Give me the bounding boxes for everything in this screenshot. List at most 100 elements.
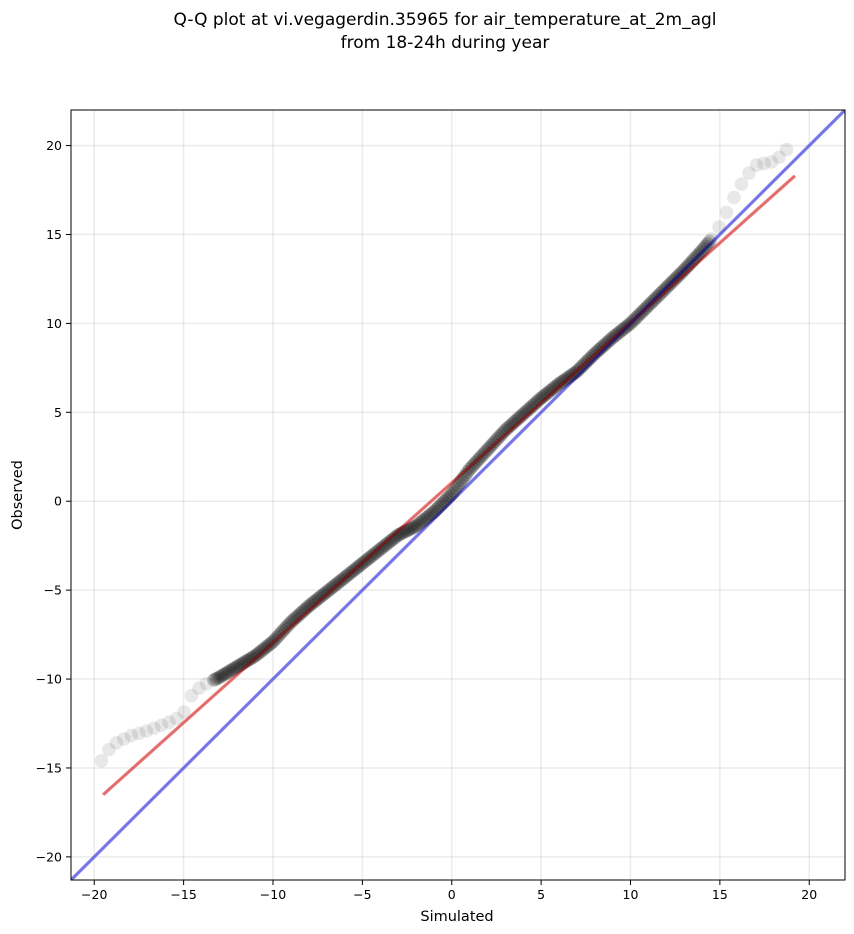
data-point: [779, 142, 794, 157]
data-point: [582, 351, 597, 366]
data-point: [451, 478, 465, 493]
data-point: [427, 504, 442, 519]
data-point: [299, 601, 314, 616]
data-point: [547, 380, 561, 395]
data-point: [199, 676, 214, 691]
data-point: [293, 606, 308, 621]
data-point: [228, 660, 243, 675]
y-tick-label: 15: [46, 227, 62, 242]
data-point: [431, 500, 445, 515]
data-point: [162, 715, 176, 730]
data-point: [283, 615, 298, 630]
data-point: [565, 368, 579, 382]
data-point: [348, 562, 363, 576]
data-point: [423, 507, 438, 522]
data-point: [675, 265, 689, 279]
data-point: [537, 388, 552, 403]
data-point: [679, 261, 693, 275]
data-point: [685, 254, 699, 269]
data-point: [124, 728, 139, 743]
data-point: [240, 653, 255, 668]
reference-lines-overlay: [71, 110, 845, 880]
data-point: [643, 296, 658, 311]
data-point: [464, 460, 479, 474]
data-point: [447, 484, 461, 498]
data-point: [521, 402, 536, 417]
data-point: [633, 306, 648, 321]
data-point: [510, 413, 524, 427]
data-point: [551, 377, 565, 392]
data-point: [637, 302, 652, 317]
data-point: [492, 430, 506, 444]
chart-title-line-2: from 18-24h during year: [341, 33, 550, 53]
data-point: [482, 440, 497, 455]
data-point: [539, 387, 554, 401]
data-point: [372, 543, 386, 557]
data-point: [346, 563, 361, 578]
data-point: [513, 409, 528, 424]
chart-title-line-1: Q-Q plot at vi.vegagerdin.35965 for air_…: [173, 10, 716, 30]
data-point: [94, 754, 109, 768]
data-point: [449, 481, 463, 496]
data-point: [535, 390, 550, 404]
data-point: [325, 580, 339, 595]
data-point: [506, 416, 520, 431]
data-point: [435, 496, 449, 511]
data-point: [352, 558, 367, 573]
x-tick-label: −10: [260, 887, 286, 902]
data-point: [220, 665, 235, 680]
data-point: [515, 407, 530, 422]
data-point: [213, 670, 227, 684]
data-point: [563, 369, 577, 384]
data-points: [94, 142, 794, 768]
data-point: [655, 284, 670, 299]
data-point: [572, 361, 587, 376]
identity-line-overlay: [71, 110, 845, 880]
data-point: [109, 735, 124, 750]
data-point: [692, 246, 707, 260]
y-tick-label: −5: [44, 583, 62, 598]
data-point: [425, 506, 440, 520]
x-tick-label: −15: [170, 887, 196, 902]
data-point: [382, 535, 396, 550]
y-axis-ticks: −20 −15 −10 −5 0 5 10 15 20: [36, 138, 71, 864]
data-point: [608, 328, 622, 343]
data-point: [380, 537, 394, 551]
data-point: [592, 342, 607, 357]
data-point: [354, 557, 369, 571]
data-point: [764, 155, 779, 169]
data-point: [694, 244, 709, 258]
data-point: [669, 271, 683, 285]
data-point: [533, 391, 548, 406]
data-point: [429, 502, 443, 517]
data-point: [570, 363, 585, 378]
data-point: [677, 263, 691, 278]
data-point: [439, 493, 453, 507]
data-point: [276, 624, 290, 638]
data-point: [529, 395, 544, 410]
x-tick-label: 10: [623, 887, 639, 902]
data-point: [490, 432, 504, 446]
data-point: [466, 458, 481, 472]
data-point: [557, 373, 571, 388]
data-point: [688, 250, 703, 265]
data-point: [610, 327, 624, 341]
data-point: [704, 232, 719, 246]
data-point: [618, 321, 632, 335]
data-point: [366, 547, 381, 562]
data-point: [242, 652, 257, 667]
data-point: [667, 273, 681, 287]
data-point: [460, 465, 475, 479]
data-point: [323, 582, 337, 597]
data-point: [559, 372, 573, 386]
data-point: [649, 290, 664, 305]
data-point: [683, 256, 697, 271]
data-point: [657, 282, 672, 297]
data-point: [702, 234, 717, 249]
data-point: [549, 379, 563, 393]
data-point: [627, 312, 642, 326]
data-point: [295, 604, 310, 619]
data-point: [333, 574, 347, 589]
data-point: [378, 538, 392, 553]
data-point: [468, 455, 483, 470]
